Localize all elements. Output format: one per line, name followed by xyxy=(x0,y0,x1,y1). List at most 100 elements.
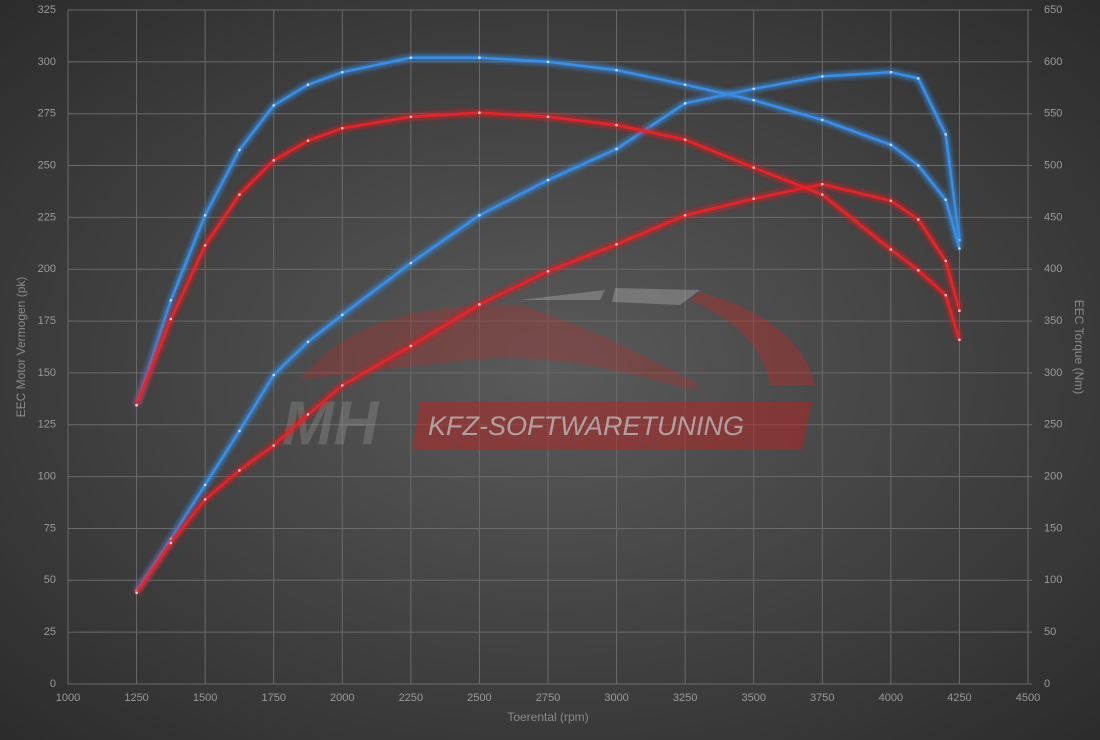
y2-tick-label: 100 xyxy=(1044,574,1062,586)
y2-tick-label: 400 xyxy=(1044,263,1062,275)
data-point xyxy=(958,309,961,313)
y2-axis-title: EEC Torque (Nm) xyxy=(1072,300,1086,394)
data-point xyxy=(916,164,920,167)
data-point xyxy=(546,270,550,273)
data-point xyxy=(752,197,756,201)
data-point xyxy=(683,138,687,141)
data-point xyxy=(478,111,481,114)
data-point xyxy=(683,83,687,86)
y-tick-label: 25 xyxy=(44,626,56,638)
series-line xyxy=(135,70,961,592)
x-tick-label: 3250 xyxy=(673,692,697,704)
data-point xyxy=(944,293,948,297)
data-point xyxy=(752,166,756,169)
data-point xyxy=(169,537,173,541)
data-point xyxy=(306,340,310,344)
data-point xyxy=(889,70,893,74)
data-point xyxy=(889,143,893,147)
data-point xyxy=(238,193,241,196)
watermark-banner xyxy=(412,402,812,450)
y-tick-label: 175 xyxy=(38,315,56,327)
y-axis-title: EEC Motor Vermogen (pk) xyxy=(14,277,28,418)
data-point xyxy=(546,60,550,64)
x-tick-label: 1000 xyxy=(56,692,80,704)
x-tick-label: 1500 xyxy=(193,692,217,704)
data-point xyxy=(478,303,481,306)
x-tick-label: 4000 xyxy=(879,692,903,704)
data-point xyxy=(272,159,276,162)
data-point xyxy=(615,123,618,127)
data-point xyxy=(916,218,920,221)
data-point xyxy=(820,75,824,78)
y-tick-label: 75 xyxy=(44,522,56,534)
data-point xyxy=(272,373,276,377)
data-point xyxy=(820,118,824,122)
series-line xyxy=(135,56,961,406)
data-point xyxy=(683,102,687,105)
data-point xyxy=(958,338,961,342)
data-point xyxy=(615,147,618,151)
data-point xyxy=(272,444,276,447)
x-tick-label: 1750 xyxy=(261,692,285,704)
data-point xyxy=(615,243,618,246)
data-point xyxy=(546,115,550,119)
data-point xyxy=(340,313,344,317)
data-point xyxy=(752,98,756,102)
y-tick-label: 100 xyxy=(38,471,56,483)
data-point xyxy=(203,498,207,501)
x-tick-label: 2750 xyxy=(536,692,560,704)
x-tick-label: 2000 xyxy=(330,692,354,704)
data-point xyxy=(340,126,344,130)
y2-tick-label: 250 xyxy=(1044,419,1062,431)
data-point xyxy=(203,214,207,217)
x-tick-label: 3000 xyxy=(604,692,628,704)
y2-tick-label: 0 xyxy=(1044,678,1050,690)
data-point xyxy=(683,214,687,217)
y-tick-label: 250 xyxy=(38,159,56,171)
series-line xyxy=(135,182,961,594)
y2-tick-label: 350 xyxy=(1044,315,1062,327)
y-tick-label: 150 xyxy=(38,367,56,379)
data-point xyxy=(306,139,310,142)
data-point xyxy=(889,248,893,251)
data-point xyxy=(752,87,756,91)
y2-tick-label: 550 xyxy=(1044,108,1062,120)
data-point xyxy=(169,541,173,545)
x-tick-label: 1250 xyxy=(124,692,148,704)
data-point xyxy=(135,403,138,407)
data-point xyxy=(820,193,824,196)
y2-tick-label: 300 xyxy=(1044,367,1062,379)
x-tick-label: 3500 xyxy=(741,692,765,704)
data-point xyxy=(238,469,241,472)
y-tick-label: 200 xyxy=(38,263,56,275)
data-point xyxy=(944,259,948,263)
data-point xyxy=(340,384,344,387)
data-point xyxy=(916,268,920,272)
x-tick-label: 4500 xyxy=(1016,692,1040,704)
x-axis-title: Toerental (rpm) xyxy=(507,710,588,724)
data-point xyxy=(306,83,310,86)
data-point xyxy=(546,178,550,182)
y-tick-label: 0 xyxy=(50,678,56,690)
y2-tick-label: 600 xyxy=(1044,56,1062,68)
y2-tick-label: 450 xyxy=(1044,211,1062,223)
data-point xyxy=(169,299,173,302)
data-point xyxy=(340,70,344,74)
data-point xyxy=(409,56,413,59)
data-point xyxy=(916,77,920,80)
y-tick-label: 125 xyxy=(38,419,56,431)
data-point xyxy=(203,244,207,247)
x-tick-label: 2500 xyxy=(467,692,491,704)
data-point xyxy=(615,68,618,72)
data-point xyxy=(135,591,138,595)
watermark-stripes xyxy=(520,288,700,305)
data-point xyxy=(958,238,961,242)
data-point xyxy=(478,56,481,59)
series-line xyxy=(135,111,961,406)
plot xyxy=(135,56,961,595)
y2-tick-label: 500 xyxy=(1044,159,1062,171)
watermark-car xyxy=(300,304,700,390)
